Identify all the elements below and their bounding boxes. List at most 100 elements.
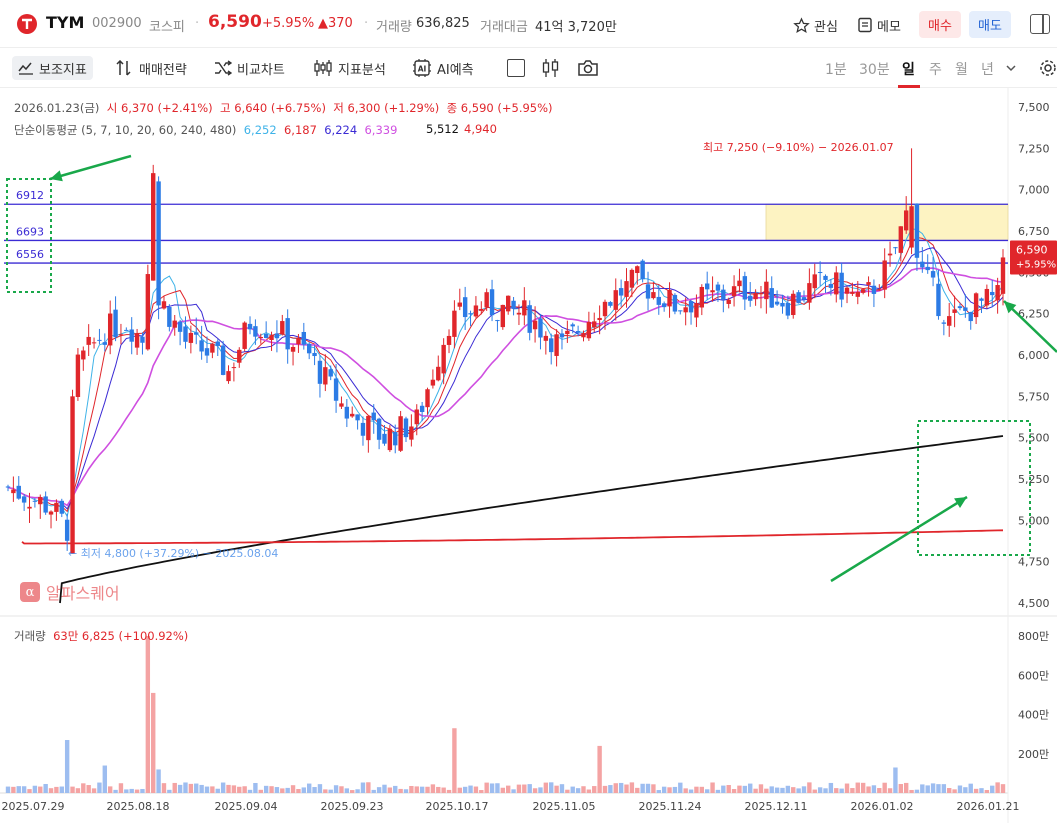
candle-body [683,307,688,313]
candle-body [339,403,344,407]
level-label: 6556 [16,248,44,261]
volume-bar [172,782,177,793]
shuffle-icon [215,60,232,76]
candle-body [70,396,75,554]
candle-body [425,389,430,408]
volume-bar [990,785,995,793]
candle-body [360,422,366,436]
camera-icon[interactable] [577,58,599,78]
candle-body [156,181,161,306]
candle-body [350,413,355,417]
compare-button[interactable]: 비교차트 [214,56,285,80]
candle-body [871,285,877,294]
side-panel-icon[interactable] [1030,14,1050,34]
candle-body [839,272,844,300]
analysis-button[interactable]: 지표분석 [313,56,386,80]
candle-body [570,324,575,327]
volume-bar [667,787,672,793]
volume-bar [995,782,1000,793]
current-price: 6,590 [208,12,262,32]
period-30min[interactable]: 30분 [859,62,890,78]
chart-checkbox[interactable] [507,59,525,77]
period-1min[interactable]: 1분 [825,62,847,78]
candle-body [97,339,102,341]
candle-body [290,346,296,352]
volume-bar [242,786,247,793]
volume-bar [678,782,683,793]
volume-bar [398,788,403,793]
volume-bar [715,789,721,793]
candle-body [134,333,140,348]
candle-body [285,318,290,350]
sort-arrows-icon [116,60,131,76]
change-amount: ▲370 [318,16,353,31]
last-price-tag [1010,240,1057,275]
volume-bar [640,783,645,793]
candlestick-icon [314,60,332,76]
candle-body [979,298,984,301]
memo-button[interactable]: 메모 [857,12,901,38]
volume-bar [887,788,893,793]
period-week[interactable]: 주 [929,62,942,78]
period-day[interactable]: 일 [902,62,915,78]
volume-bar [559,784,565,793]
watch-button[interactable]: 관심 [793,12,838,38]
indicators-button[interactable]: 보조지표 [12,56,93,80]
candle-body [91,342,97,344]
x-tick-label: 2026.01.21 [957,800,1020,813]
volume-bar [339,786,344,793]
candle-body [586,321,592,339]
svg-text:AI: AI [418,65,427,74]
candle-body [355,414,360,421]
candle-body [984,288,990,306]
level-label: 6912 [16,189,44,202]
buy-button[interactable]: 매수 [919,11,961,38]
volume-bar [452,728,457,793]
candle-body [855,291,860,297]
volume-bar [280,788,285,793]
volume-bar [903,782,909,793]
volume-bar [102,765,108,793]
candle-body [376,418,382,440]
candle-body [995,285,1000,301]
ticker-code: 002900 [92,16,142,31]
candle-body [737,280,742,287]
volume-bar [661,786,667,793]
candle-body [785,302,791,316]
candle-body [920,261,925,268]
settings-gear-icon[interactable] [1038,58,1057,78]
volume-bar [963,787,968,793]
ma240-line [59,435,1004,604]
volume-bar [344,788,350,793]
candle-body [188,332,194,343]
candle-body [575,331,581,333]
candle-body [505,295,511,312]
volume-bar [780,787,785,793]
ma-label: 단순이동평균 (5, 7, 10, 20, 60, 240, 480) [14,123,237,137]
candle-body [473,305,479,317]
volume-bar [624,784,629,793]
volume-bar [549,782,554,793]
chevron-down-icon[interactable] [1005,63,1017,73]
candle-body [226,371,231,382]
volume-bar [489,783,495,793]
strategy-button[interactable]: 매매전략 [116,56,187,80]
sell-button[interactable]: 매도 [969,11,1011,38]
volume-bar [32,785,38,793]
y-tick-label: 4,500 [1018,597,1050,610]
y-tick-label: 5,000 [1018,514,1050,527]
volume-tick-label: 200만 [1018,748,1049,761]
volume-bar [457,787,462,793]
volume-bar [672,786,678,793]
candle-toggle-icon[interactable] [541,58,561,78]
period-year[interactable]: 년 [981,62,994,78]
ai-predict-button[interactable]: AI AI예측 [412,56,474,80]
volume-bar [957,785,963,793]
candle-body [27,506,32,509]
volume-bar [592,786,597,793]
volume-bar [134,789,140,793]
volume-bar [5,786,11,793]
period-month[interactable]: 월 [955,62,968,78]
candle-body [672,294,678,312]
